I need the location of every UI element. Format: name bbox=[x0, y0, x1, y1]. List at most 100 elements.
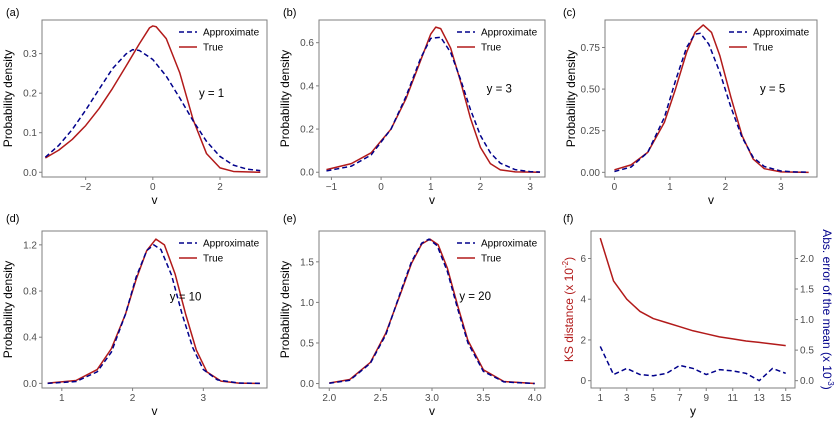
y-axis-label-exp: -2 bbox=[561, 260, 570, 268]
y-axis-label: Probability density bbox=[278, 50, 292, 147]
panel-label: (b) bbox=[283, 7, 296, 19]
x-axis-label: v bbox=[429, 193, 435, 207]
y-axis-label: Probability density bbox=[278, 261, 292, 358]
y-tick-label: 0.0 bbox=[23, 168, 37, 179]
y-axis-label-close: ) bbox=[562, 257, 576, 261]
y2-tick-label: 0.5 bbox=[800, 346, 814, 357]
legend-entry: Approximate bbox=[203, 239, 260, 250]
x-tick-label: 3 bbox=[778, 182, 784, 193]
y-axis-label-main: KS distance (x 10 bbox=[562, 268, 576, 362]
y-tick-label: 0.3 bbox=[23, 49, 37, 60]
panel-e: (e) 2.0 2.5 3.0 3.5 4.0 0.0 0.5 1.0 1.5 v Probabili… bbox=[278, 213, 546, 418]
plot-frame bbox=[318, 19, 546, 178]
y-tick-label: 0.2 bbox=[23, 89, 37, 100]
y2-tick-label: 1.5 bbox=[800, 285, 814, 296]
y-tick-label: 0.1 bbox=[23, 128, 37, 139]
x-tick-label: 1 bbox=[59, 393, 65, 404]
x-tick-label: 3.0 bbox=[425, 393, 439, 404]
legend-entry: True bbox=[203, 254, 224, 265]
legend-entry: Approximate bbox=[753, 28, 810, 39]
x-tick-label: 2.5 bbox=[374, 393, 388, 404]
series-line-approximate bbox=[326, 36, 541, 173]
y-tick-label: 1.0 bbox=[300, 298, 314, 309]
panel-d: (d) 1 2 3 0.0 0.4 0.8 1.2 v Probability density y … bbox=[1, 213, 268, 418]
y2-axis-label: Abs. error of the mean (x 10-3) bbox=[820, 229, 835, 390]
x-tick-label: 9 bbox=[703, 393, 709, 404]
legend: Approximate True bbox=[457, 239, 538, 265]
legend-entry: True bbox=[203, 43, 224, 54]
annotation-label: y = 10 bbox=[170, 291, 202, 303]
x-tick-label: 3 bbox=[527, 182, 533, 193]
panel-label: (d) bbox=[6, 213, 19, 225]
x-axis-label: v bbox=[708, 193, 714, 207]
y-axis-label: KS distance (x 10-2) bbox=[561, 257, 576, 362]
legend-entry: True bbox=[753, 43, 774, 54]
series-line-approximate bbox=[47, 244, 260, 385]
legend: Approximate True bbox=[457, 28, 538, 54]
y-axis-label: Probability density bbox=[1, 261, 15, 358]
x-tick-label: 0 bbox=[378, 182, 384, 193]
legend-entry: Approximate bbox=[203, 28, 260, 39]
y-tick-label: 0.6 bbox=[300, 38, 314, 49]
x-tick-label: 2 bbox=[130, 393, 136, 404]
y2-tick-label: 2.0 bbox=[800, 254, 814, 265]
plot-frame bbox=[318, 230, 546, 389]
y2-tick-label: 0.0 bbox=[800, 376, 814, 387]
x-axis-label: y bbox=[690, 404, 696, 418]
y-tick-label: 4 bbox=[580, 295, 586, 306]
series-line-true bbox=[329, 238, 535, 385]
x-tick-label: 2.0 bbox=[322, 393, 336, 404]
legend-entry: Approximate bbox=[481, 239, 538, 250]
y-tick-label: 0.2 bbox=[300, 125, 314, 136]
y-tick-label: 0.50 bbox=[581, 85, 601, 96]
y-tick-label: 0.00 bbox=[581, 168, 601, 179]
series-line-approximate bbox=[44, 48, 261, 172]
x-tick-label: 2 bbox=[478, 182, 484, 193]
panel-label: (f) bbox=[563, 213, 573, 225]
y-tick-label: 0 bbox=[580, 376, 586, 387]
y-tick-label: 0.0 bbox=[23, 379, 37, 390]
y2-axis-label-close: ) bbox=[820, 386, 834, 390]
y2-axis-label-exp: -3 bbox=[826, 379, 835, 387]
x-tick-label: 0 bbox=[150, 182, 156, 193]
x-tick-label: 1 bbox=[597, 393, 603, 404]
y-tick-label: 0.0 bbox=[300, 168, 314, 179]
y-tick-label: 2 bbox=[580, 335, 586, 346]
y-tick-label: 1.5 bbox=[300, 257, 314, 268]
y-tick-label: 0.4 bbox=[300, 81, 314, 92]
x-axis-label: v bbox=[429, 404, 435, 418]
x-tick-label: 1 bbox=[667, 182, 673, 193]
x-axis-label: v bbox=[152, 193, 158, 207]
x-tick-label: 13 bbox=[754, 393, 766, 404]
plot-frame bbox=[41, 230, 268, 389]
panel-label: (c) bbox=[563, 7, 576, 19]
x-tick-label: −1 bbox=[326, 182, 338, 193]
panel-label: (e) bbox=[283, 213, 296, 225]
y-axis-label: Probability density bbox=[1, 50, 15, 147]
series-line-true bbox=[44, 25, 261, 173]
y2-tick-label: 1.0 bbox=[800, 315, 814, 326]
x-tick-label: 15 bbox=[780, 393, 792, 404]
panel-c: (c) 0 1 2 3 0.00 0.25 0.50 0.75 v Probability dens… bbox=[563, 7, 818, 207]
x-tick-label: 3 bbox=[624, 393, 630, 404]
x-tick-label: 11 bbox=[728, 393, 739, 404]
plot-frame bbox=[41, 19, 268, 178]
y-tick-label: 1.2 bbox=[23, 240, 37, 251]
series-line-abs-error-of-the-mean bbox=[599, 346, 786, 382]
annotation-label: y = 3 bbox=[487, 83, 512, 95]
panel-b: (b) −1 0 1 2 3 0.0 0.2 0.4 0.6 v Probability densit… bbox=[278, 7, 546, 207]
legend-entry: Approximate bbox=[481, 28, 538, 39]
y-axis-label: Probability density bbox=[564, 50, 578, 147]
y-tick-label: 0.8 bbox=[23, 287, 37, 298]
plot-frame bbox=[590, 230, 796, 389]
series-line-approximate bbox=[614, 32, 809, 173]
legend-entry: True bbox=[481, 254, 502, 265]
series-line-true bbox=[614, 24, 809, 174]
annotation-label: y = 5 bbox=[760, 83, 785, 95]
annotation-label: y = 1 bbox=[199, 88, 224, 100]
y-tick-label: 0.0 bbox=[300, 379, 314, 390]
legend-entry: True bbox=[481, 43, 502, 54]
legend: Approximate True bbox=[729, 28, 810, 54]
